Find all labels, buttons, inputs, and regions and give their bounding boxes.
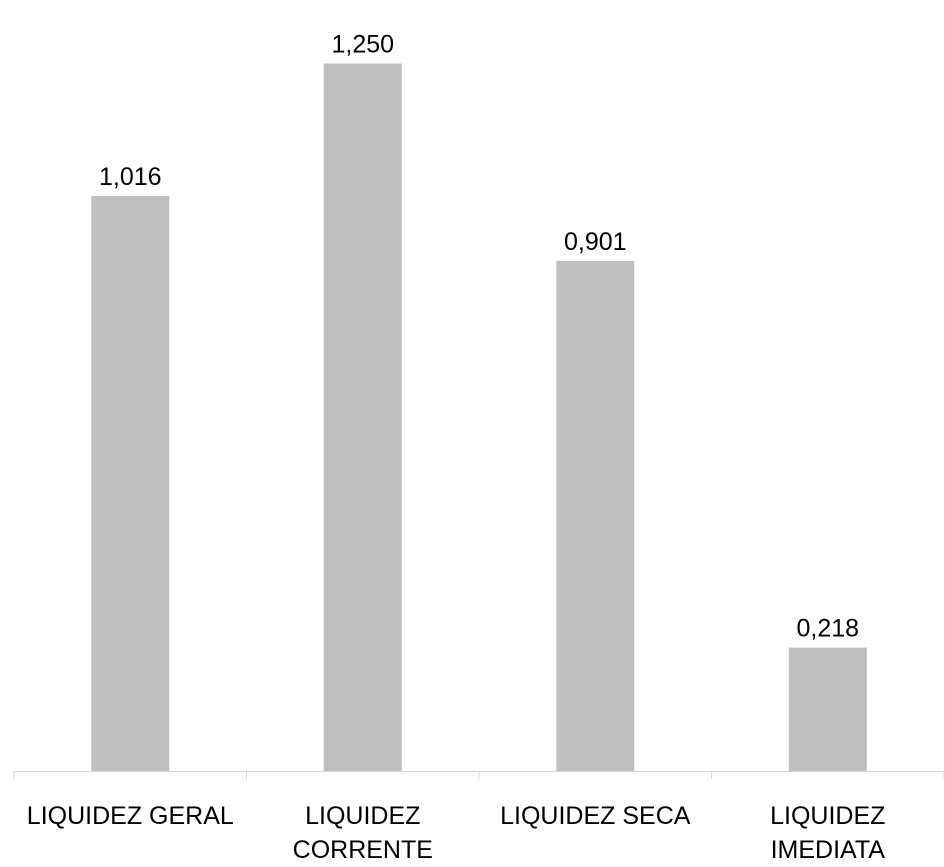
category-labels-layer: LIQUIDEZ GERAL LIQUIDEZ CORRENTE LIQUIDEZ S… xyxy=(27,802,886,864)
category-label-3: LIQUIDEZ SECA xyxy=(500,802,691,830)
bar-4 xyxy=(788,647,867,771)
bars-layer xyxy=(91,63,867,771)
bar-3 xyxy=(556,261,635,771)
data-label-1: 1,016 xyxy=(99,163,162,191)
category-label-2: LIQUIDEZ CORRENTE xyxy=(293,802,433,864)
data-label-4: 0,218 xyxy=(797,615,860,643)
category-label-line: IMEDIATA xyxy=(771,836,886,864)
category-label-line: LIQUIDEZ SECA xyxy=(500,802,691,830)
data-labels-layer: 1,016 1,250 0,901 0,218 xyxy=(99,31,859,643)
data-label-2: 1,250 xyxy=(332,31,395,59)
data-label-3: 0,901 xyxy=(564,228,627,256)
category-label-line: CORRENTE xyxy=(293,836,433,864)
category-label-1: LIQUIDEZ GERAL xyxy=(27,802,234,830)
category-label-4: LIQUIDEZ IMEDIATA xyxy=(770,802,885,864)
bar-1 xyxy=(91,195,170,771)
category-label-line: LIQUIDEZ xyxy=(305,802,420,830)
category-label-line: LIQUIDEZ xyxy=(770,802,885,830)
x-axis xyxy=(13,771,944,779)
bar-2 xyxy=(323,63,402,771)
category-label-line: LIQUIDEZ GERAL xyxy=(27,802,234,830)
